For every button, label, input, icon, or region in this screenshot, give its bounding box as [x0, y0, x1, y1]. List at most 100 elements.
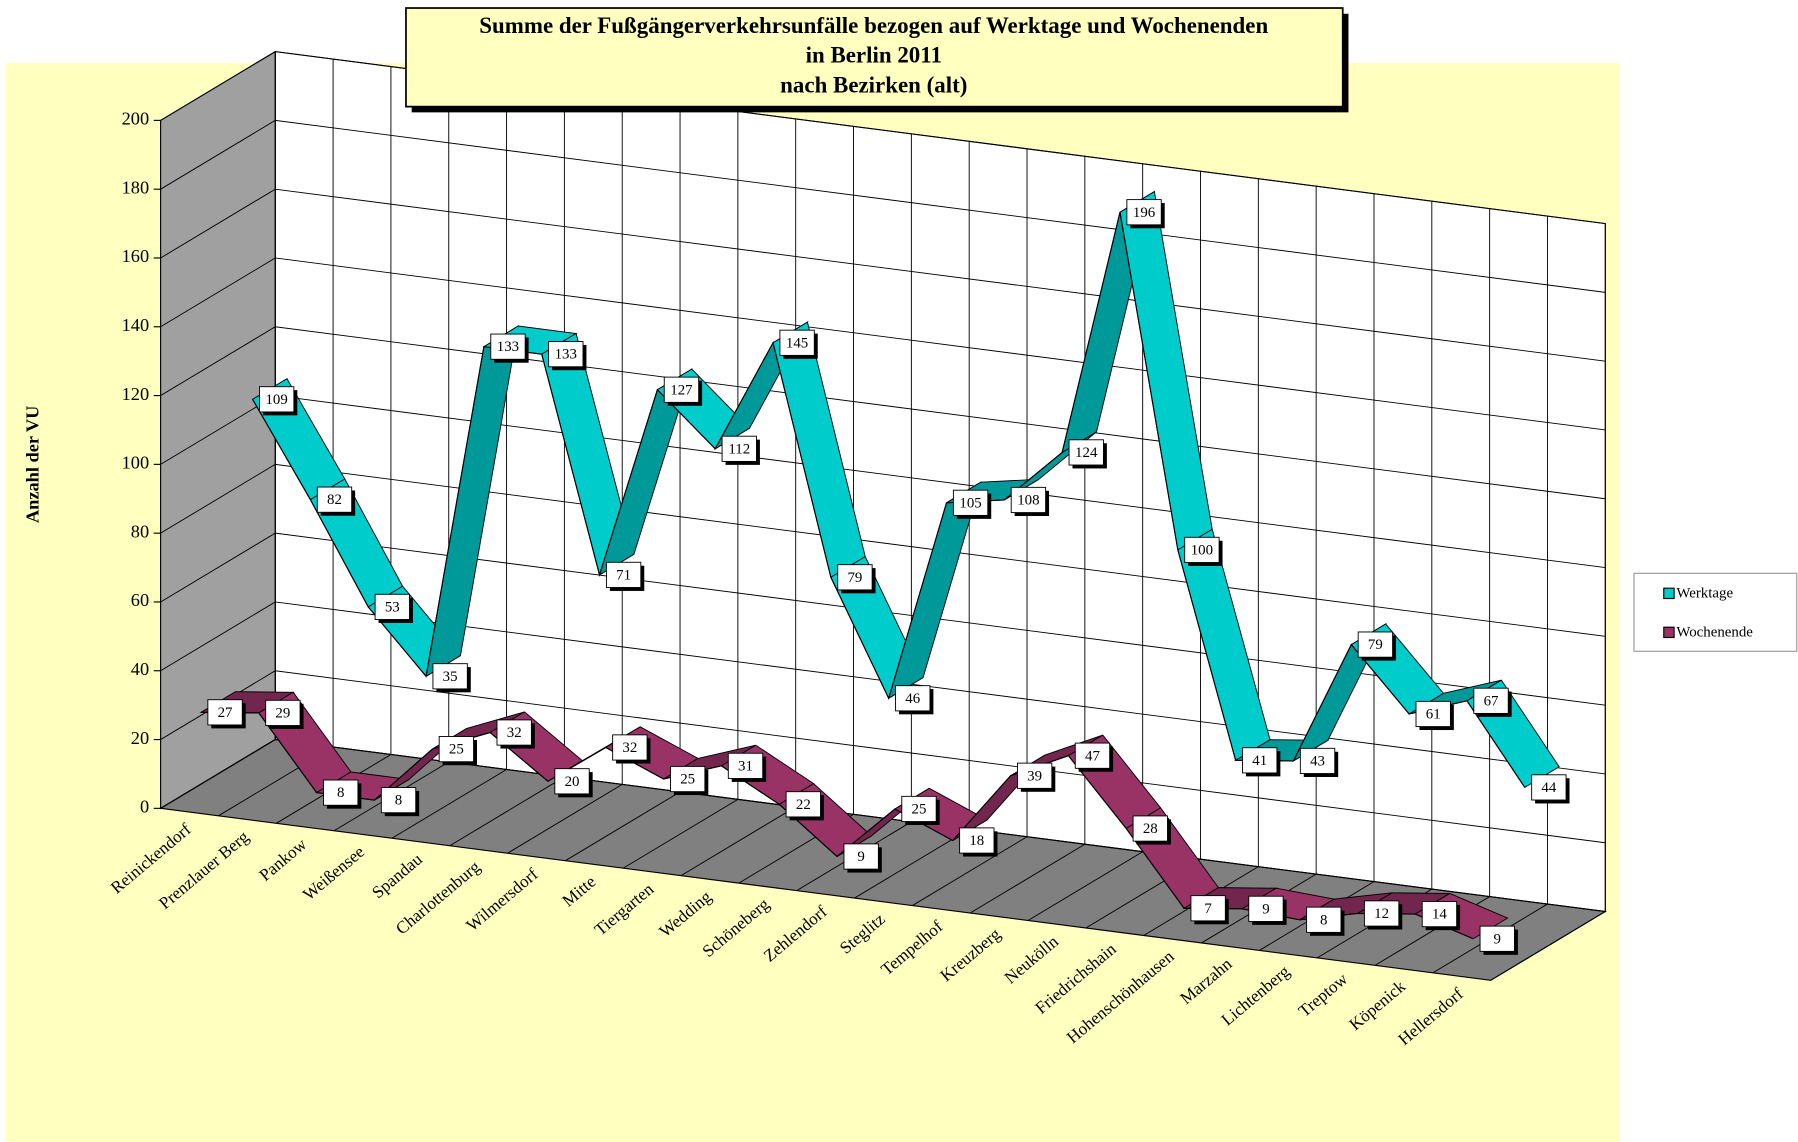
grid-line-vertical: [1085, 171, 1201, 929]
data-label-box: [605, 561, 642, 588]
data-label: 82: [316, 486, 356, 516]
data-label-box: [490, 333, 526, 360]
data-label-text: 25: [912, 802, 927, 818]
data-label-box: [374, 593, 410, 620]
data-label: 43: [1299, 747, 1339, 777]
y-tick-label: 0: [140, 797, 149, 817]
data-label: 25: [438, 736, 478, 766]
data-label-box: [548, 341, 584, 368]
data-label-text: 7: [1204, 901, 1212, 917]
data-label-text: 133: [497, 339, 519, 355]
legend-label: Werktage: [1676, 585, 1733, 601]
data-label-text: 43: [1310, 754, 1325, 770]
data-label: 20: [554, 768, 593, 798]
data-label-text: 22: [796, 797, 811, 813]
data-label-text: 105: [959, 495, 981, 511]
y-tick-label: 60: [131, 590, 149, 610]
data-label-text: 28: [1143, 821, 1158, 837]
data-label-box: [959, 827, 995, 854]
data-label: 25: [901, 795, 940, 825]
data-label-box: [785, 791, 821, 818]
y-tick-label: 100: [122, 453, 149, 473]
data-label: 31: [727, 752, 767, 782]
data-label-text: 8: [1320, 912, 1327, 928]
data-label-text: 8: [395, 793, 402, 809]
data-label-text: 31: [738, 758, 753, 774]
grid-line-vertical: [1374, 208, 1491, 966]
grid-line-vertical: [1490, 223, 1606, 981]
data-label-box: [779, 329, 815, 356]
data-label: 46: [895, 685, 934, 715]
grid-line-vertical: [1201, 186, 1317, 944]
data-label: 124: [1068, 439, 1107, 469]
data-label-text: 112: [728, 441, 750, 457]
data-label: 79: [837, 564, 876, 594]
data-label-box: [1184, 536, 1220, 563]
data-label: 29: [265, 699, 304, 729]
grid-line-vertical: [622, 111, 739, 869]
grid-line-vertical: [1316, 201, 1433, 959]
grid-line-vertical: [391, 81, 508, 839]
data-label-box: [612, 734, 648, 761]
grid-line-vertical: [160, 51, 276, 809]
data-label: 27: [207, 699, 246, 729]
data-label: 32: [612, 734, 651, 764]
y-tick-label: 200: [122, 109, 149, 129]
data-label-box: [1242, 747, 1278, 774]
grid-line-vertical: [738, 126, 854, 884]
title-frame: [405, 7, 1344, 108]
data-label-text: 18: [969, 833, 984, 849]
data-label-text: 32: [507, 725, 522, 741]
data-label: 67: [1473, 687, 1512, 717]
data-label-text: 71: [616, 567, 631, 583]
data-label: 8: [1306, 906, 1345, 936]
y-tick-label: 140: [122, 315, 149, 335]
data-label: 105: [952, 489, 992, 519]
data-label: 8: [323, 779, 362, 809]
data-label-text: 25: [449, 742, 464, 758]
data-label: 7: [1190, 895, 1229, 925]
data-label-text: 29: [275, 705, 290, 721]
data-label: 9: [843, 843, 882, 873]
data-label-box: [1068, 439, 1104, 466]
grid-line-vertical: [1259, 193, 1375, 951]
data-label: 41: [1242, 747, 1281, 777]
data-label-text: 9: [1494, 931, 1501, 947]
data-label-text: 67: [1484, 693, 1499, 709]
data-label-box: [316, 486, 353, 513]
data-label: 8: [380, 787, 420, 817]
y-tick-label: 160: [122, 246, 149, 266]
data-label: 22: [785, 791, 824, 821]
data-label-text: 9: [857, 849, 864, 865]
data-label-box: [207, 699, 243, 726]
data-label-text: 41: [1252, 753, 1267, 769]
data-label: 100: [1184, 536, 1223, 566]
legend-swatch: [1663, 587, 1675, 600]
data-label-box: [1190, 895, 1226, 922]
chart-title: Summe der Fußgängerverkehrsunfälle bezog…: [479, 13, 1268, 38]
data-label-box: [895, 685, 931, 712]
data-label-box: [1363, 900, 1400, 927]
data-label-box: [1479, 925, 1515, 952]
data-label-box: [1415, 700, 1451, 728]
data-label-text: 12: [1374, 906, 1389, 922]
data-label-text: 124: [1075, 445, 1098, 461]
data-label: 79: [1357, 631, 1397, 661]
grid-line-vertical: [1143, 178, 1259, 936]
data-label-text: 108: [1017, 493, 1039, 509]
data-label: 18: [959, 827, 998, 857]
data-label: 127: [663, 376, 703, 406]
data-label-text: 32: [622, 740, 637, 756]
data-label: 47: [1074, 742, 1114, 772]
data-label-box: [265, 699, 301, 726]
data-label: 61: [1415, 700, 1454, 731]
data-label: 108: [1010, 486, 1050, 517]
series-line: [252, 212, 1526, 788]
data-label-box: [1016, 762, 1053, 789]
data-label: 109: [258, 386, 298, 416]
y-axis-label: Anzahl der VU: [23, 406, 43, 523]
data-label-box: [1357, 631, 1394, 658]
data-label: 28: [1132, 815, 1171, 845]
data-label-text: 8: [337, 785, 344, 801]
